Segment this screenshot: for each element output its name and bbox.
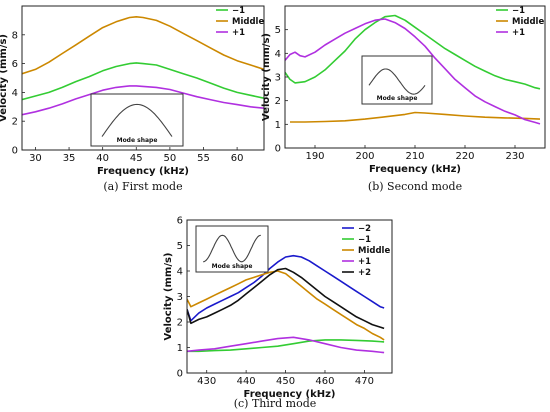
x-tick-label: 470 bbox=[355, 376, 374, 387]
caption-letter: (c) bbox=[234, 397, 249, 410]
chart-panel: 30 35 40 45 50 55 60 0 2 4 6 8 Frequency (kHz) Veloci… bbox=[0, 5, 265, 193]
y-tick-label: 5 bbox=[275, 25, 281, 36]
mode-shape-curve bbox=[368, 68, 426, 95]
caption-text: Second mode bbox=[384, 180, 463, 193]
legend-label: Middle bbox=[512, 17, 544, 27]
series-line bbox=[290, 111, 541, 123]
series-line bbox=[285, 14, 541, 90]
legend-label: −1 bbox=[358, 235, 371, 245]
legend-label: +1 bbox=[232, 28, 245, 38]
mode-shape-curve bbox=[203, 234, 261, 263]
y-axis-label: Velocity (mm/s) bbox=[163, 253, 174, 341]
x-tick-label: 55 bbox=[197, 153, 210, 164]
legend-label: Middle bbox=[358, 246, 390, 256]
x-tick-label: 30 bbox=[29, 153, 42, 164]
mode-shape-inset: Mode shape bbox=[195, 225, 269, 273]
y-tick-label: 1 bbox=[177, 343, 183, 354]
x-tick-label: 50 bbox=[164, 153, 177, 164]
legend-label: −1 bbox=[232, 6, 245, 16]
series-group bbox=[187, 254, 385, 354]
series-line bbox=[285, 18, 541, 125]
plot-frame bbox=[21, 5, 265, 151]
x-tick-label: 460 bbox=[315, 376, 334, 387]
y-tick-label: 8 bbox=[12, 30, 18, 41]
y-tick-label: 2 bbox=[275, 96, 281, 107]
chart-panel: 430 440 450 460 470 0 1 2 3 4 5 6 Frequency (kHz) Vel… bbox=[163, 216, 393, 410]
x-tick-label: 440 bbox=[237, 376, 256, 387]
y-axis-label: Velocity (mm/s) bbox=[0, 34, 9, 122]
legend-label: +1 bbox=[512, 28, 525, 38]
series-line bbox=[22, 85, 264, 116]
mode-shape-curve bbox=[101, 103, 173, 137]
caption-text: Third mode bbox=[248, 397, 316, 410]
inset-label: Mode shape bbox=[212, 263, 253, 270]
y-tick-label: 5 bbox=[177, 241, 183, 252]
y-tick-label: 0 bbox=[177, 369, 183, 380]
caption-letter: (b) bbox=[368, 180, 384, 193]
caption-text: First mode bbox=[119, 180, 183, 193]
inset-label: Mode shape bbox=[377, 95, 418, 102]
series-line bbox=[187, 254, 385, 322]
x-tick-label: 230 bbox=[505, 151, 524, 162]
legend-label: −2 bbox=[358, 224, 371, 234]
x-axis-label: Frequency (kHz) bbox=[244, 389, 336, 400]
y-tick-label: 3 bbox=[177, 292, 183, 303]
y-axis-label: Velocity (mm/s) bbox=[261, 33, 272, 121]
panel-caption: (a) First mode bbox=[103, 180, 182, 193]
legend-label: Middle bbox=[232, 17, 264, 27]
legend-label: −1 bbox=[512, 6, 525, 16]
x-axis-label: Frequency (kHz) bbox=[369, 164, 461, 175]
x-tick-label: 190 bbox=[305, 151, 324, 162]
mode-shape-inset: Mode shape bbox=[90, 93, 184, 147]
series-group bbox=[285, 14, 541, 125]
series-line bbox=[22, 16, 264, 75]
y-tick-label: 0 bbox=[275, 144, 281, 155]
panel-caption: (b) Second mode bbox=[368, 180, 462, 193]
legend-label: +1 bbox=[358, 257, 371, 267]
x-axis-label: Frequency (kHz) bbox=[97, 166, 189, 177]
y-tick-label: 2 bbox=[12, 117, 18, 128]
inset-frame bbox=[90, 93, 184, 147]
panel-caption: (c) Third mode bbox=[234, 397, 317, 410]
x-tick-label: 200 bbox=[355, 151, 374, 162]
y-tick-label: 0 bbox=[12, 146, 18, 157]
inset-label: Mode shape bbox=[117, 137, 158, 144]
chart-panel: 190 200 210 220 230 0 1 2 3 4 5 Frequency (kHz) Velo… bbox=[261, 5, 546, 193]
x-tick-label: 210 bbox=[405, 151, 424, 162]
series-line bbox=[187, 270, 385, 341]
y-tick-label: 4 bbox=[177, 267, 183, 278]
series-line bbox=[187, 336, 385, 354]
series-line bbox=[187, 339, 385, 353]
mode-shape-inset: Mode shape bbox=[361, 55, 433, 105]
x-tick-label: 40 bbox=[96, 153, 109, 164]
x-tick-label: 45 bbox=[130, 153, 143, 164]
series-group bbox=[22, 16, 264, 116]
x-tick-label: 220 bbox=[455, 151, 474, 162]
y-tick-label: 4 bbox=[12, 88, 18, 99]
y-tick-label: 6 bbox=[177, 216, 183, 227]
y-tick-label: 3 bbox=[275, 73, 281, 84]
y-tick-label: 4 bbox=[275, 49, 281, 60]
y-tick-label: 1 bbox=[275, 120, 281, 131]
legend-label: +2 bbox=[358, 268, 371, 278]
series-line bbox=[187, 267, 385, 330]
x-tick-label: 450 bbox=[276, 376, 295, 387]
x-tick-label: 35 bbox=[63, 153, 76, 164]
x-tick-label: 430 bbox=[197, 376, 216, 387]
x-tick-label: 60 bbox=[231, 153, 244, 164]
series-line bbox=[22, 62, 264, 101]
y-tick-label: 6 bbox=[12, 59, 18, 70]
y-tick-label: 2 bbox=[177, 318, 183, 329]
inset-frame bbox=[361, 55, 433, 105]
caption-letter: (a) bbox=[103, 180, 118, 193]
